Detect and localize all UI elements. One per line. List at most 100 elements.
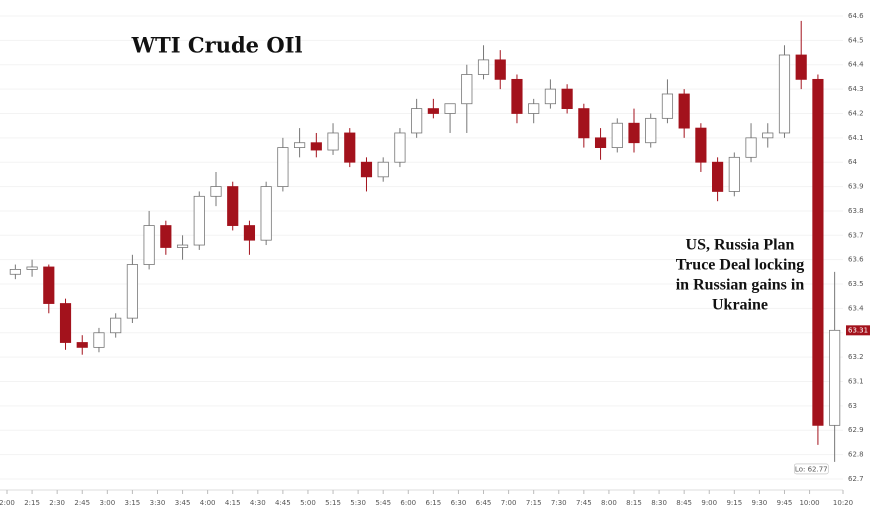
x-tick-label: 8:30 xyxy=(651,499,667,507)
candle-body xyxy=(110,317,122,334)
y-tick-label: 63.8 xyxy=(848,207,864,215)
candle-body xyxy=(160,225,172,248)
candle-body xyxy=(327,132,339,151)
x-tick-label: 10:20 xyxy=(833,499,853,507)
x-tick-label: 7:45 xyxy=(576,499,592,507)
candle-body xyxy=(310,142,322,151)
y-tick-label: 64 xyxy=(848,158,857,166)
x-tick-label: 7:15 xyxy=(526,499,542,507)
y-tick-label: 63.5 xyxy=(848,280,864,288)
candle-body xyxy=(59,303,72,343)
candle-body xyxy=(260,186,272,241)
y-tick-label: 63.4 xyxy=(848,304,864,312)
x-tick-label: 5:30 xyxy=(350,499,366,507)
candle-body xyxy=(43,266,55,304)
candle-body xyxy=(611,122,623,148)
x-tick-label: 6:00 xyxy=(400,499,416,507)
x-tick-label: 9:30 xyxy=(752,499,768,507)
y-tick-label: 64.5 xyxy=(848,36,864,44)
x-tick-label: 6:45 xyxy=(476,499,492,507)
y-tick-label: 63.9 xyxy=(848,183,864,191)
x-tick-label: 8:45 xyxy=(676,499,692,507)
annotation: Ukraine xyxy=(712,297,768,314)
candle-body xyxy=(176,244,189,248)
candle-body xyxy=(9,269,21,275)
x-tick-label: 4:15 xyxy=(225,499,241,507)
x-tick-label: 4:00 xyxy=(200,499,216,507)
x-tick-label: 9:15 xyxy=(726,499,742,507)
x-tick-label: 9:45 xyxy=(777,499,793,507)
candle-body xyxy=(277,147,289,187)
candle-body xyxy=(795,54,807,80)
y-tick-label: 62.7 xyxy=(848,475,864,483)
x-tick-label: 5:15 xyxy=(325,499,341,507)
x-tick-label: 2:15 xyxy=(24,499,40,507)
candle-body xyxy=(628,122,640,144)
candle-body xyxy=(394,132,406,163)
candle-body xyxy=(528,103,540,114)
y-tick-label: 62.9 xyxy=(848,426,864,434)
candle-body xyxy=(477,59,490,75)
annotation: Truce Deal locking xyxy=(676,257,805,274)
x-tick-label: 3:45 xyxy=(175,499,191,507)
candle-body xyxy=(126,264,138,319)
y-tick-label: 63.6 xyxy=(848,256,864,264)
candle-body xyxy=(778,54,791,134)
y-tick-label: 64.4 xyxy=(848,61,864,69)
x-tick-label: 3:30 xyxy=(150,499,166,507)
candle-body xyxy=(695,127,707,163)
x-tick-label: 7:30 xyxy=(551,499,567,507)
candle-body xyxy=(494,59,506,80)
x-tick-label: 9:00 xyxy=(701,499,717,507)
candle-body xyxy=(26,266,38,270)
x-tick-label: 6:30 xyxy=(451,499,467,507)
x-tick-label: 8:15 xyxy=(626,499,642,507)
candle-body xyxy=(812,78,824,426)
low-box xyxy=(793,463,829,475)
candle-body xyxy=(594,137,607,148)
y-tick-label: 63 xyxy=(848,402,857,410)
x-tick-label: 2:30 xyxy=(49,499,65,507)
x-tick-label: 4:45 xyxy=(275,499,291,507)
x-tick-label: 4:30 xyxy=(250,499,266,507)
annotation: in Russian gains in xyxy=(676,277,805,294)
x-tick-label: 5:45 xyxy=(375,499,391,507)
candle-body xyxy=(193,195,205,246)
candle-body xyxy=(511,78,523,114)
y-tick-label: 64.2 xyxy=(848,109,864,117)
x-tick-label: 3:15 xyxy=(125,499,141,507)
x-tick-label: 10:00 xyxy=(799,499,819,507)
candle-body xyxy=(645,117,657,144)
annotation: US, Russia Plan xyxy=(686,237,795,254)
candle-body xyxy=(712,161,724,192)
candle-body xyxy=(544,88,556,105)
candle-body xyxy=(210,186,222,197)
candle-body xyxy=(561,88,573,110)
chart-title: WTI Crude OIl xyxy=(131,33,303,58)
x-tick-label: 6:15 xyxy=(425,499,441,507)
candle-body xyxy=(678,93,690,129)
y-tick-label: 64.6 xyxy=(848,12,864,20)
y-tick-label: 63.1 xyxy=(848,377,864,385)
candle-body xyxy=(728,156,740,192)
candle-body xyxy=(461,74,473,105)
price-tag xyxy=(846,325,870,336)
y-tick-label: 64.3 xyxy=(848,85,864,93)
x-tick-label: 5:00 xyxy=(300,499,316,507)
x-tick-label: 2:45 xyxy=(74,499,90,507)
candle-body xyxy=(360,161,373,178)
low-label: Lo: 62.77 xyxy=(795,465,828,473)
y-tick-label: 63.2 xyxy=(848,353,864,361)
candle-body xyxy=(93,332,105,348)
x-tick-label: 7:00 xyxy=(501,499,517,507)
candle-body xyxy=(377,161,389,178)
candle-body xyxy=(344,132,356,163)
candle-body xyxy=(444,103,456,114)
plot xyxy=(0,15,844,494)
price-tag-label: 63.31 xyxy=(848,326,868,334)
y-tick-label: 64.1 xyxy=(848,134,864,142)
y-tick-label: 63.7 xyxy=(848,231,864,239)
candle-body xyxy=(661,93,674,119)
